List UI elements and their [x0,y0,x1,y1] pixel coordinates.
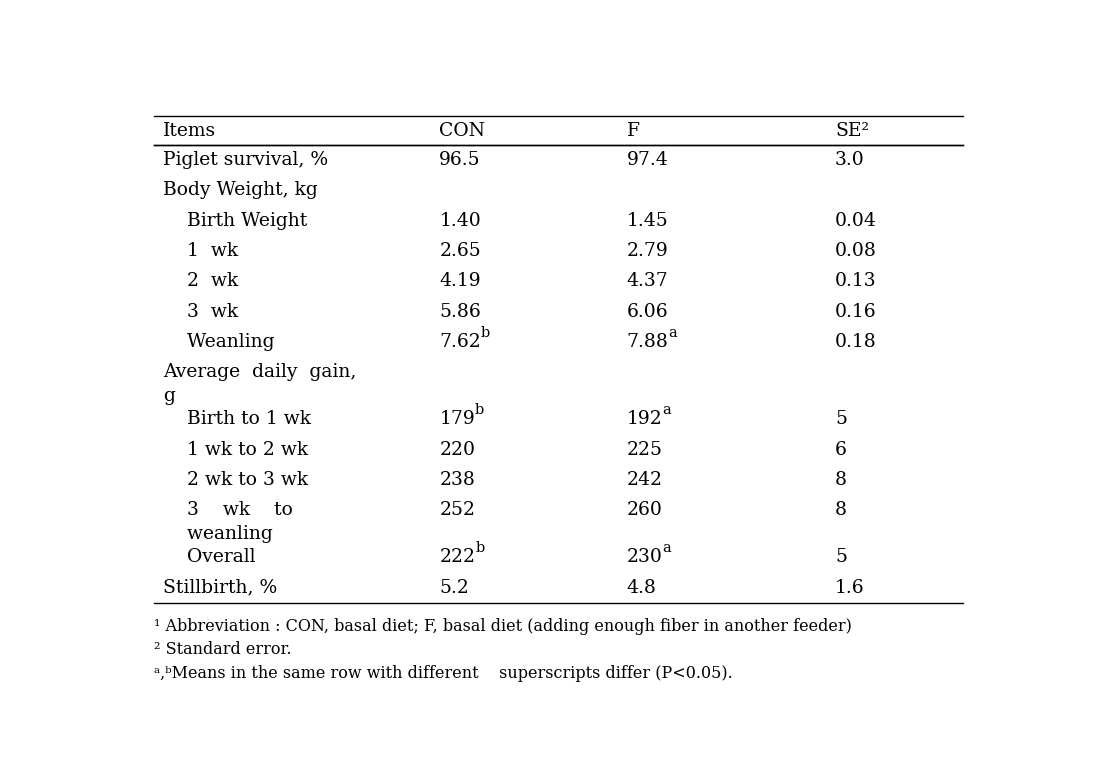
Text: 96.5: 96.5 [439,151,481,169]
Text: 242: 242 [627,471,662,489]
Text: CON: CON [439,122,485,140]
Text: 0.08: 0.08 [834,242,877,260]
Text: 1  wk: 1 wk [163,242,238,260]
Text: 179: 179 [439,410,475,428]
Text: Piglet survival, %: Piglet survival, % [163,151,328,169]
Text: 7.62: 7.62 [439,333,481,351]
Text: Overall: Overall [163,548,255,566]
Text: 1.6: 1.6 [834,578,864,597]
Text: 3    wk    to: 3 wk to [163,501,293,520]
Text: 5.2: 5.2 [439,578,469,597]
Text: 252: 252 [439,501,475,520]
Text: 8: 8 [834,501,847,520]
Text: 220: 220 [439,441,475,459]
Text: 0.16: 0.16 [834,303,876,320]
Text: ᵃ,ᵇMeans in the same row with different    superscripts differ (P<0.05).: ᵃ,ᵇMeans in the same row with different … [154,665,733,682]
Text: b: b [481,326,491,340]
Text: 1 wk to 2 wk: 1 wk to 2 wk [163,441,307,459]
Text: 8: 8 [834,471,847,489]
Text: 4.37: 4.37 [627,273,669,290]
Text: 3.0: 3.0 [834,151,865,169]
Text: 2.79: 2.79 [627,242,669,260]
Text: 6.06: 6.06 [627,303,669,320]
Text: 0.04: 0.04 [834,212,877,230]
Text: ² Standard error.: ² Standard error. [154,642,292,659]
Text: Items: Items [163,122,216,140]
Text: g: g [163,387,175,405]
Text: b: b [475,403,484,418]
Text: 5.86: 5.86 [439,303,481,320]
Text: 4.8: 4.8 [627,578,657,597]
Text: 6: 6 [834,441,847,459]
Text: 230: 230 [627,548,662,566]
Text: Average  daily  gain,: Average daily gain, [163,364,356,381]
Text: 0.18: 0.18 [834,333,877,351]
Text: 7.88: 7.88 [627,333,669,351]
Text: Birth to 1 wk: Birth to 1 wk [163,410,311,428]
Text: 2 wk to 3 wk: 2 wk to 3 wk [163,471,307,489]
Text: ¹ Abbreviation : CON, basal diet; F, basal diet (adding enough fiber in another : ¹ Abbreviation : CON, basal diet; F, bas… [154,618,852,635]
Text: 5: 5 [834,410,847,428]
Text: Stillbirth, %: Stillbirth, % [163,578,277,597]
Text: 192: 192 [627,410,662,428]
Text: Birth Weight: Birth Weight [163,212,307,230]
Text: 97.4: 97.4 [627,151,669,169]
Text: 238: 238 [439,471,475,489]
Text: 2  wk: 2 wk [163,273,238,290]
Text: b: b [475,541,484,555]
Text: 1.40: 1.40 [439,212,481,230]
Text: Weanling: Weanling [163,333,274,351]
Text: a: a [669,326,677,340]
Text: 225: 225 [627,441,662,459]
Text: Body Weight, kg: Body Weight, kg [163,181,317,199]
Text: F: F [627,122,639,140]
Text: 5: 5 [834,548,847,566]
Text: 3  wk: 3 wk [163,303,238,320]
Text: 4.19: 4.19 [439,273,481,290]
Text: a: a [662,403,671,418]
Text: weanling: weanling [163,525,272,543]
Text: SE²: SE² [834,122,869,140]
Text: 222: 222 [439,548,475,566]
Text: 0.13: 0.13 [834,273,876,290]
Text: 2.65: 2.65 [439,242,481,260]
Text: a: a [662,541,671,555]
Text: 260: 260 [627,501,662,520]
Text: 1.45: 1.45 [627,212,669,230]
